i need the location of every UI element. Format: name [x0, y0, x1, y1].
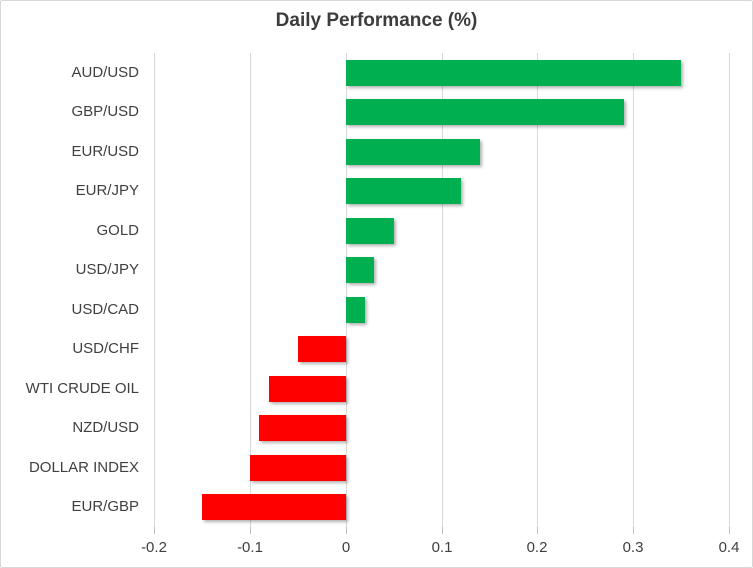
- bar: [297, 336, 346, 363]
- tick-mark: [250, 527, 251, 534]
- x-tick-label: 0.3: [622, 539, 644, 556]
- gridline: [537, 53, 538, 527]
- gridline: [729, 53, 730, 527]
- bar: [201, 494, 346, 521]
- bar: [345, 296, 365, 323]
- gridline: [250, 53, 251, 527]
- bar: [345, 99, 624, 126]
- category-label: DOLLAR INDEX: [28, 458, 139, 476]
- category-label: USD/CAD: [71, 300, 139, 318]
- x-tick-label: 0.2: [526, 539, 548, 556]
- gridline: [154, 53, 155, 527]
- chart-title: Daily Performance (%): [275, 10, 478, 31]
- category-label: NZD/USD: [72, 419, 139, 437]
- tick-mark: [633, 527, 634, 534]
- gridline: [633, 53, 634, 527]
- x-tick-label: 0.1: [431, 539, 453, 556]
- bar: [345, 178, 461, 205]
- x-tick-label: 0.4: [718, 539, 740, 556]
- bar: [345, 138, 480, 165]
- x-tick-label: -0.1: [237, 539, 263, 556]
- tick-mark: [442, 527, 443, 534]
- category-label: EUR/JPY: [75, 182, 139, 200]
- category-label: USD/JPY: [75, 261, 139, 279]
- category-label: AUD/USD: [71, 63, 139, 81]
- bar: [269, 375, 346, 402]
- category-label: EUR/GBP: [71, 498, 139, 516]
- gridline: [442, 53, 443, 527]
- tick-mark: [346, 527, 347, 534]
- category-label: GBP/USD: [71, 103, 139, 121]
- bar: [345, 217, 394, 244]
- bar: [345, 257, 375, 284]
- x-tick-label: 0: [341, 539, 351, 556]
- tick-mark: [154, 527, 155, 534]
- bar: [249, 454, 346, 481]
- category-label: USD/CHF: [72, 340, 139, 358]
- bar: [345, 59, 682, 86]
- category-label: GOLD: [96, 221, 139, 239]
- x-tick-label: -0.2: [141, 539, 167, 556]
- tick-mark: [537, 527, 538, 534]
- category-label: EUR/USD: [71, 142, 139, 160]
- bar: [259, 415, 346, 442]
- tick-mark: [729, 527, 730, 534]
- gridline: [346, 53, 347, 527]
- category-label: WTI CRUDE OIL: [25, 379, 139, 397]
